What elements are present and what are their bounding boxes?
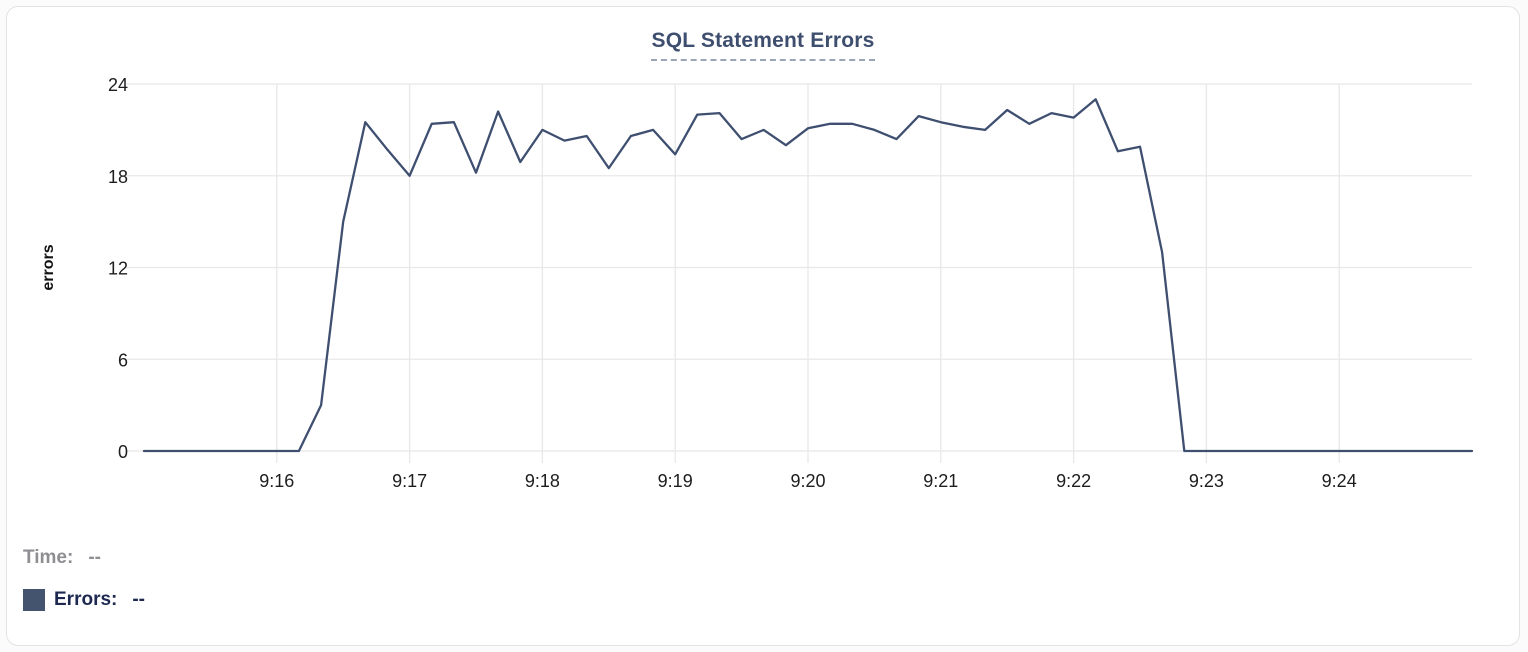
x-tick-label: 9:19 — [658, 471, 693, 491]
time-value: -- — [88, 547, 101, 568]
legend-errors-row[interactable]: Errors: -- — [23, 589, 145, 611]
y-tick-label: 24 — [108, 75, 128, 95]
chart-hover-area[interactable] — [144, 84, 1472, 451]
x-tick-label: 9:23 — [1189, 471, 1224, 491]
x-tick-label: 9:18 — [525, 471, 560, 491]
y-tick-label: 12 — [108, 259, 128, 279]
x-tick-label: 9:24 — [1322, 471, 1357, 491]
errors-series-swatch — [23, 589, 45, 611]
x-tick-label: 9:16 — [259, 471, 294, 491]
errors-label: Errors: — [54, 589, 118, 610]
errors-series-line — [142, 98, 1474, 453]
y-tick-label: 6 — [118, 350, 128, 370]
tooltip-time-row: Time: -- — [23, 547, 101, 569]
errors-value: -- — [132, 589, 146, 610]
x-tick-label: 9:17 — [392, 471, 427, 491]
x-tick-label: 9:21 — [923, 471, 958, 491]
chart-header: SQL Statement Errors — [7, 29, 1519, 61]
y-axis-label: errors — [40, 244, 57, 290]
errors-line-chart[interactable]: 0 6 12 18 24 9:16 9:17 9:18 9:19 9:20 9:21 9:22 9:23… — [7, 64, 1519, 512]
chart-title[interactable]: SQL Statement Errors — [651, 29, 875, 61]
x-tick-label: 9:22 — [1056, 471, 1091, 491]
y-tick-label: 0 — [118, 442, 128, 462]
y-tick-label: 18 — [108, 167, 128, 187]
chart-card: SQL Statement Errors 0 6 12 18 24 9:16 9:17 9:1… — [6, 6, 1520, 646]
x-tick-label: 9:20 — [790, 471, 825, 491]
time-label: Time: — [23, 547, 74, 568]
